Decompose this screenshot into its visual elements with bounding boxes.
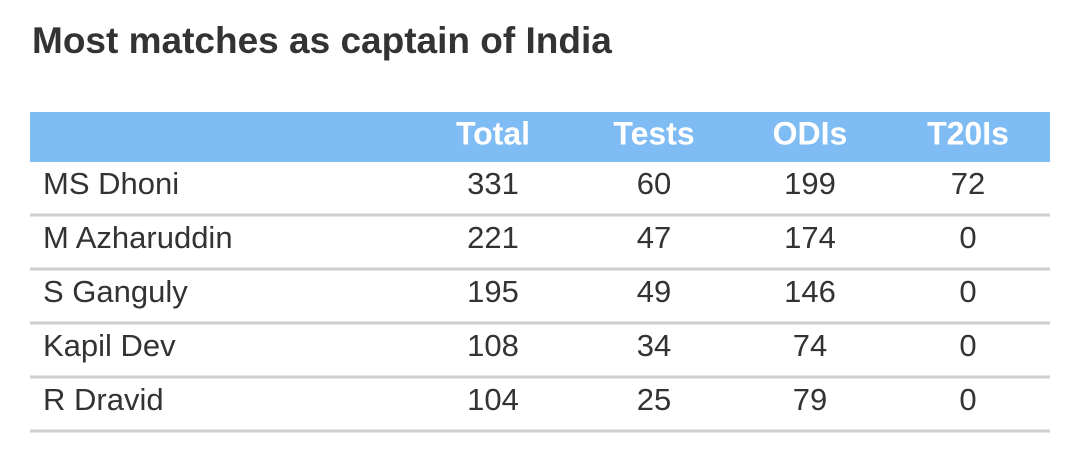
cell-value: 221: [467, 220, 519, 255]
cell-value: 108: [467, 328, 519, 363]
row-name: M Azharuddin: [43, 220, 233, 255]
cell-value: 0: [959, 328, 976, 363]
cell-value: 79: [793, 382, 827, 417]
cell-value: 104: [467, 382, 519, 417]
cell-value: 174: [784, 220, 836, 255]
cell-value: 195: [467, 274, 519, 309]
column-header: T20Is: [927, 115, 1009, 151]
header-band: [30, 112, 1050, 162]
cell-value: 199: [784, 166, 836, 201]
column-header: ODIs: [773, 115, 848, 151]
row-name: MS Dhoni: [43, 166, 179, 201]
cell-value: 0: [959, 220, 976, 255]
cell-value: 0: [959, 274, 976, 309]
cell-value: 60: [637, 166, 671, 201]
cell-value: 331: [467, 166, 519, 201]
row-name: S Ganguly: [43, 274, 188, 309]
cell-value: 34: [637, 328, 671, 363]
cell-value: 0: [959, 382, 976, 417]
column-header: Tests: [613, 115, 694, 151]
cell-value: 72: [951, 166, 985, 201]
title: Most matches as captain of India: [32, 20, 612, 61]
cell-value: 25: [637, 382, 671, 417]
column-header: Total: [456, 115, 530, 151]
row-name: R Dravid: [43, 382, 164, 417]
cell-value: 146: [784, 274, 836, 309]
cell-value: 49: [637, 274, 671, 309]
row-name: Kapil Dev: [43, 328, 176, 363]
cell-value: 74: [793, 328, 827, 363]
cell-value: 47: [637, 220, 671, 255]
